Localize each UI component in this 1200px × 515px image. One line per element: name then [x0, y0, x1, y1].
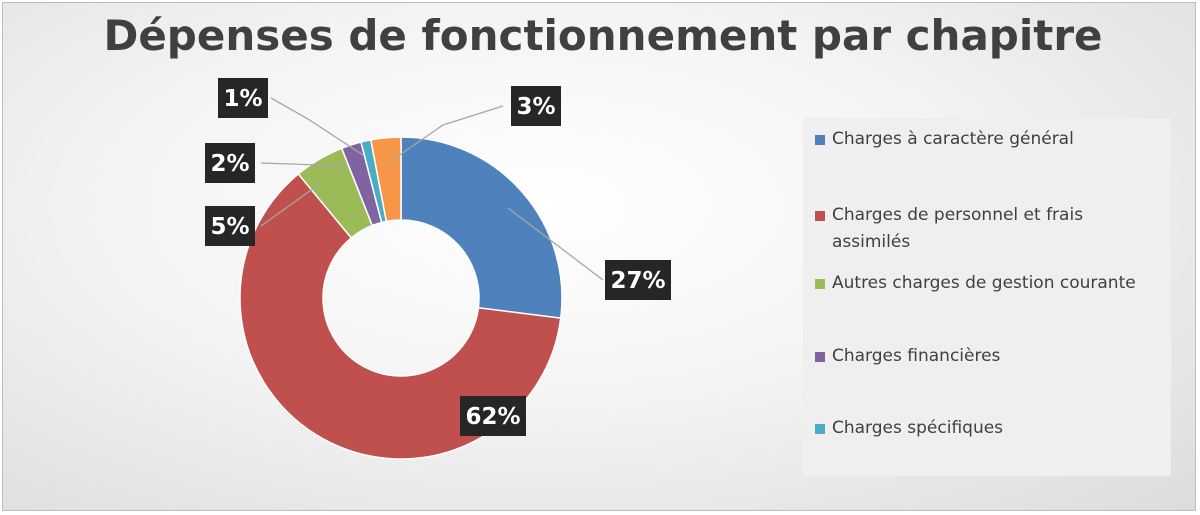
data-label-text: 62%: [465, 404, 520, 430]
data-label-box: [511, 86, 561, 126]
legend: Charges à caractère général Charges de pe…: [803, 118, 1171, 476]
leader-line-3: [260, 182, 322, 227]
data-label-box: [605, 260, 671, 300]
leader-line-5: [270, 97, 364, 156]
data-label-2: 62%: [460, 396, 526, 436]
legend-item: Charges à caractère général: [815, 126, 1165, 153]
legend-label: Charges à caractère général: [832, 129, 1074, 149]
legend-label: Charges de personnel et frais assimilés: [832, 205, 1084, 252]
data-label-5: 1%: [218, 78, 268, 118]
data-label-box: [218, 78, 268, 118]
donut-chart: 27% 62% 5% 2% 1% 3%: [205, 78, 671, 460]
leader-line-6: [390, 105, 504, 162]
legend-swatch: [815, 135, 825, 145]
legend-label: Charges spécifiques: [832, 418, 1004, 438]
legend-swatch: [815, 211, 825, 221]
data-label-text: 1%: [223, 86, 262, 112]
data-label-box: [205, 206, 255, 246]
data-label-box: [205, 143, 255, 183]
legend-label: Autres charges de gestion courante: [832, 273, 1136, 293]
data-label-box: [460, 396, 526, 436]
legend-item: Charges financières: [815, 343, 1165, 370]
legend-swatch: [815, 352, 825, 362]
data-label-text: 2%: [210, 151, 249, 177]
legend-label: Charges financières: [832, 346, 1001, 366]
data-label-text: 5%: [210, 214, 249, 240]
legend-item: Autres charges de gestion courante: [815, 270, 1165, 297]
legend-swatch: [815, 279, 825, 289]
legend-item: Charges de personnel et frais assimilés: [815, 202, 1165, 256]
data-label-text: 3%: [516, 94, 555, 120]
legend-swatch: [815, 424, 825, 434]
leader-line-4: [260, 162, 349, 167]
data-label-6: 3%: [511, 86, 561, 126]
data-label-text: 27%: [610, 268, 665, 294]
donut-slice-6: [369, 136, 402, 223]
data-label-3: 5%: [205, 206, 255, 246]
legend-item: Charges spécifiques: [815, 415, 1165, 442]
data-label-1: 27%: [605, 260, 671, 300]
chart-title: Dépenses de fonctionnement par chapitre: [103, 11, 1103, 60]
data-label-4: 2%: [205, 143, 255, 183]
donut-slice-1: [400, 136, 563, 320]
leader-line-1: [507, 207, 604, 281]
